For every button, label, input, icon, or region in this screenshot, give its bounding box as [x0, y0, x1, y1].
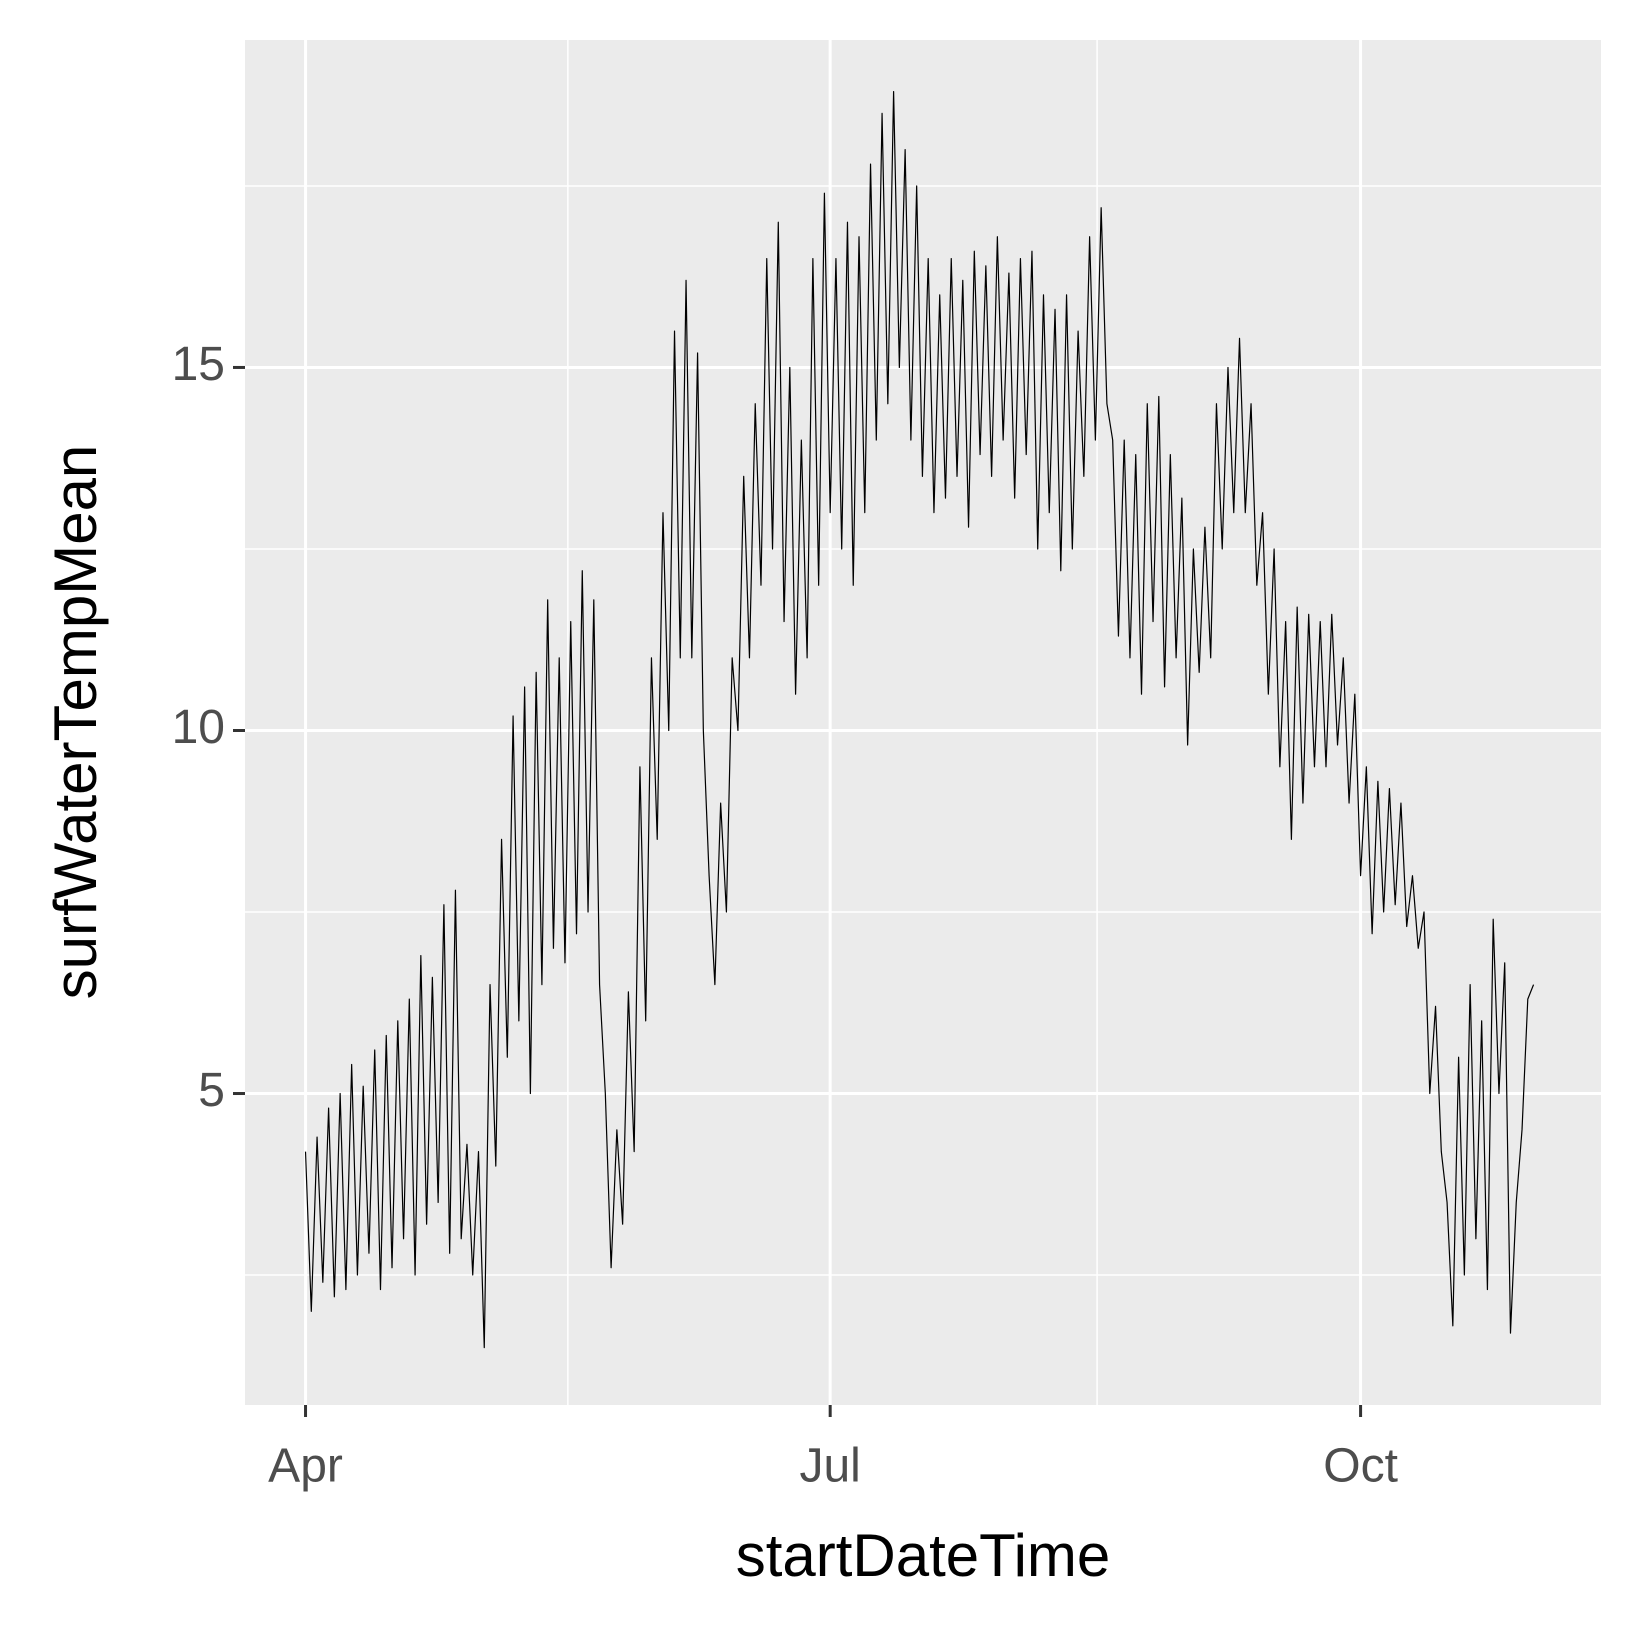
y-tick-label: 15: [172, 338, 225, 391]
marks: [304, 90, 1535, 1349]
axes: 5 10 15 Apr Jul Oct: [172, 338, 1398, 1493]
x-axis-title: startDateTime: [736, 1522, 1111, 1589]
data-line: [304, 90, 1535, 1349]
y-axis-title: surfWaterTempMean: [42, 445, 109, 1000]
x-tick-label: Jul: [799, 1440, 860, 1493]
x-tick-label: Apr: [268, 1440, 343, 1493]
panel-background: [245, 40, 1601, 1405]
y-tick-label: 10: [172, 701, 225, 754]
y-tick-label: 5: [198, 1064, 225, 1117]
grid: [245, 40, 1601, 1405]
x-tick-label: Oct: [1323, 1440, 1398, 1493]
